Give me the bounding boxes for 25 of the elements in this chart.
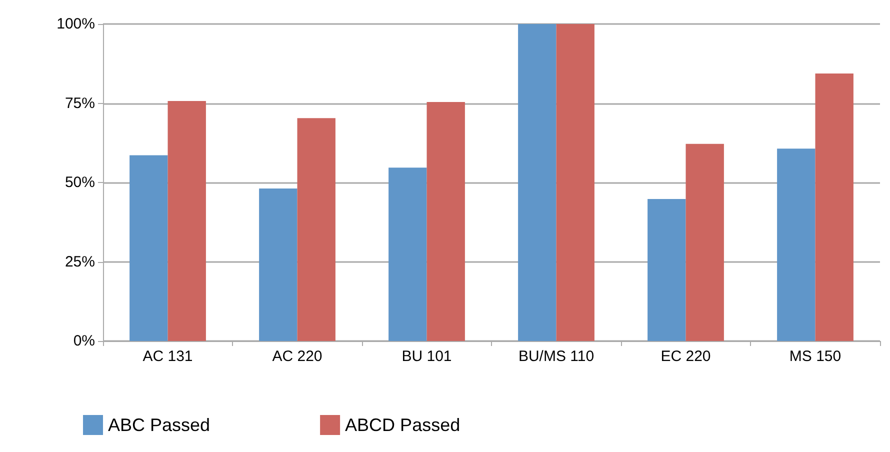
y-tick-label: 75% (64, 94, 95, 112)
y-tick-label: 0% (73, 332, 95, 350)
y-tick-label: 25% (64, 253, 95, 270)
x-tick-label: BU/MS 110 (518, 348, 594, 365)
y-tick-label: 50% (64, 174, 95, 191)
bar (168, 101, 206, 341)
x-tick-label: AC 220 (272, 348, 322, 365)
x-tick-label: EC 220 (660, 348, 711, 365)
bar (686, 144, 724, 341)
x-tick-label: BU 101 (402, 348, 452, 365)
bar (297, 118, 336, 341)
bar (556, 24, 594, 341)
bar (777, 148, 816, 341)
y-tick-label: 100% (56, 16, 95, 32)
x-tick-label: MS 150 (789, 348, 842, 365)
bar (426, 102, 465, 341)
bar (815, 73, 854, 341)
bar (388, 168, 427, 341)
x-tick-label: AC 131 (142, 348, 193, 365)
legend-label: ABCD Passed (345, 415, 460, 435)
bar (518, 24, 556, 341)
bar (130, 155, 168, 341)
bar (648, 198, 686, 341)
bar (259, 188, 298, 341)
legend-label: ABC Passed (108, 415, 210, 435)
